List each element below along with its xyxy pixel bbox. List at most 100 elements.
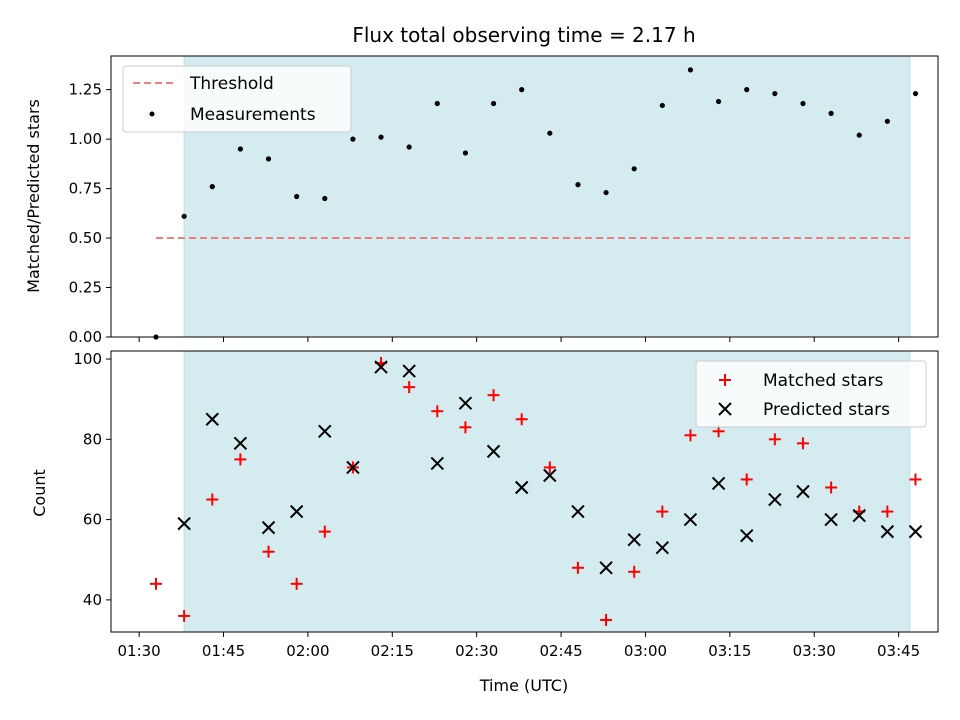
top-axes: 0.00 0.25 0.50 0.75 1.00 1.25 bbox=[69, 55, 939, 346]
matched-star-point bbox=[459, 421, 472, 434]
predicted-star-point bbox=[571, 504, 585, 519]
measurement-point bbox=[406, 144, 412, 150]
predicted-star-point bbox=[880, 524, 895, 539]
y-tick-label: 40 bbox=[83, 591, 102, 609]
measurement-point bbox=[322, 195, 328, 202]
measurement-point bbox=[828, 110, 834, 116]
predicted-star-point bbox=[627, 532, 641, 547]
x-tick-label: 02:15 bbox=[371, 642, 414, 660]
x-tick-label: 01:45 bbox=[202, 642, 245, 660]
measurement-point bbox=[687, 67, 694, 73]
y-tick-label: 0.25 bbox=[69, 279, 102, 297]
measurement-point bbox=[715, 98, 722, 105]
matched-star-point bbox=[825, 481, 838, 494]
measurement-point bbox=[912, 90, 919, 97]
predicted-star-point bbox=[430, 456, 445, 471]
matched-star-point bbox=[431, 405, 444, 418]
bottom-axes: 40 60 80 100 01:30 01:45 02:00 02:15 02:30 02:45 0… bbox=[73, 350, 939, 660]
predicted-star-point bbox=[655, 540, 670, 555]
matched-star-point bbox=[178, 609, 191, 622]
matched-star-point bbox=[262, 545, 275, 558]
top-legend: Threshold Measurements bbox=[122, 65, 352, 133]
measurement-point bbox=[350, 136, 356, 142]
predicted-star-point bbox=[514, 480, 529, 495]
bottom-legend: Matched stars Predicted stars bbox=[695, 360, 927, 428]
legend-predicted-swatch bbox=[718, 402, 732, 416]
x-tick-label: 03:15 bbox=[708, 642, 751, 660]
measurement-point bbox=[659, 102, 665, 109]
matched-star-point bbox=[206, 493, 219, 506]
measurement-point bbox=[772, 90, 778, 97]
matched-star-point bbox=[796, 437, 809, 450]
matched-star-point bbox=[656, 505, 669, 518]
measurement-point bbox=[519, 87, 525, 93]
predicted-star-point bbox=[852, 508, 866, 523]
measurement-point bbox=[237, 146, 243, 152]
matched-star-point bbox=[515, 413, 528, 426]
measurement-point bbox=[434, 100, 440, 107]
measurement-point bbox=[856, 132, 862, 138]
x-tick-label: 03:00 bbox=[624, 642, 667, 660]
y-tick-label: 80 bbox=[83, 430, 102, 448]
top-legend-box bbox=[122, 65, 352, 133]
predicted-star-point bbox=[261, 520, 276, 535]
measurement-point bbox=[181, 213, 187, 219]
legend-matched-label: Matched stars bbox=[763, 371, 883, 391]
matched-star-point bbox=[740, 473, 753, 486]
top-y-axis-label: Matched/Predicted stars bbox=[24, 99, 43, 293]
legend-predicted-label: Predicted stars bbox=[763, 400, 890, 420]
measurement-point bbox=[294, 193, 300, 200]
predicted-star-point bbox=[683, 512, 698, 527]
matched-star-point bbox=[403, 381, 416, 394]
matched-star-point bbox=[150, 577, 163, 590]
matched-star-point bbox=[881, 505, 894, 518]
matched-star-point bbox=[684, 429, 697, 442]
x-tick-label: 03:45 bbox=[877, 642, 920, 660]
y-tick-label: 60 bbox=[83, 511, 102, 529]
measurement-point bbox=[378, 134, 384, 140]
axes-frame bbox=[110, 55, 939, 338]
axes-frame bbox=[110, 350, 939, 633]
measurement-point bbox=[631, 166, 637, 172]
predicted-star-point bbox=[346, 460, 360, 475]
predicted-star-point bbox=[486, 444, 501, 459]
measurement-point bbox=[547, 130, 553, 136]
predicted-star-point bbox=[458, 396, 473, 410]
matched-star-point bbox=[543, 461, 556, 474]
measurements-points bbox=[153, 67, 919, 340]
measurement-point bbox=[265, 156, 272, 162]
predicted-star-point bbox=[796, 484, 810, 499]
legend-measurements-swatch bbox=[149, 111, 155, 117]
y-tick-label: 100 bbox=[73, 350, 102, 368]
predicted-star-point bbox=[289, 504, 304, 519]
matched-stars-points bbox=[150, 357, 922, 626]
matched-star-point bbox=[318, 525, 331, 538]
predicted-star-point bbox=[711, 476, 726, 491]
predicted-star-point bbox=[233, 436, 248, 451]
legend-matched-swatch bbox=[719, 374, 731, 386]
y-tick-label: 0.50 bbox=[69, 229, 102, 247]
predicted-star-point bbox=[402, 364, 416, 378]
x-tick-label: 02:30 bbox=[455, 642, 498, 660]
y-tick-label: 1.00 bbox=[69, 130, 102, 148]
measurement-point bbox=[462, 150, 469, 156]
x-tick-label: 01:30 bbox=[118, 642, 161, 660]
matched-star-point bbox=[628, 565, 641, 578]
matched-star-point bbox=[234, 453, 247, 466]
x-axis-label: Time (UTC) bbox=[479, 676, 568, 695]
x-tick-label: 02:45 bbox=[539, 642, 582, 660]
matched-star-point bbox=[768, 433, 781, 446]
measurement-point bbox=[603, 189, 609, 196]
matched-star-point bbox=[909, 473, 922, 486]
predicted-star-point bbox=[824, 512, 838, 527]
measurement-point bbox=[209, 184, 215, 190]
matched-star-point bbox=[290, 577, 303, 590]
measurement-point bbox=[575, 182, 581, 188]
matched-star-point bbox=[571, 561, 584, 574]
predicted-stars-points bbox=[177, 360, 923, 575]
legend-measurements-label: Measurements bbox=[190, 105, 316, 125]
y-tick-label: 0.75 bbox=[69, 180, 102, 198]
predicted-star-point bbox=[205, 412, 219, 426]
x-tick-label: 03:30 bbox=[793, 642, 836, 660]
